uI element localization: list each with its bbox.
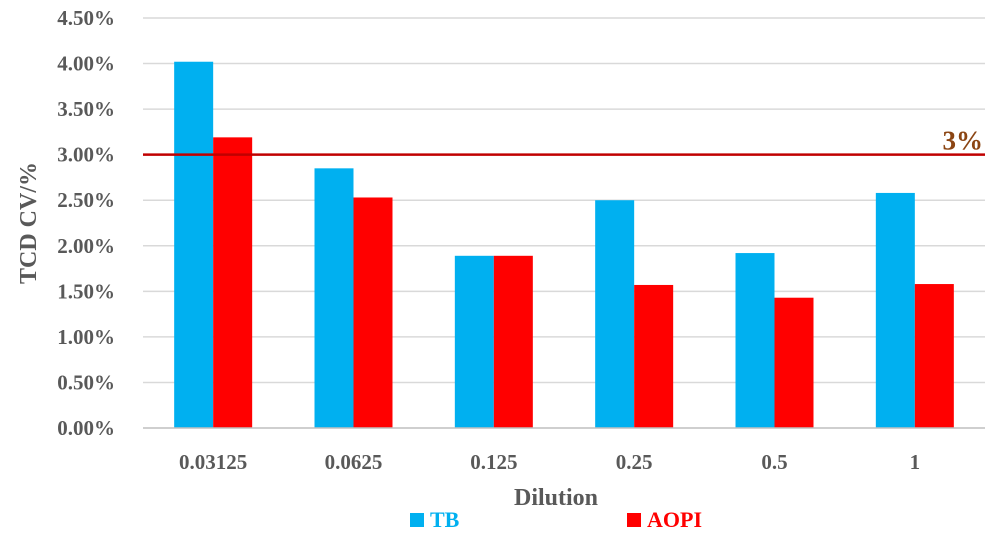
bar-aopi-0.5 bbox=[774, 297, 814, 428]
x-tick-label: 1 bbox=[910, 450, 921, 474]
y-tick-labels: 0.00% 0.50% 1.00% 1.50% 2.00% 2.50% 3.00% 3.50%… bbox=[57, 6, 115, 440]
x-tick-label: 0.125 bbox=[470, 450, 517, 474]
x-tick-label: 0.5 bbox=[761, 450, 787, 474]
bar-tb-0.03125 bbox=[174, 61, 214, 428]
bar-tb-0.125 bbox=[454, 255, 494, 428]
y-tick-label: 4.50% bbox=[57, 6, 115, 30]
legend-label-aopi: AOPI bbox=[647, 507, 702, 532]
y-tick-label: 3.00% bbox=[57, 143, 115, 167]
x-tick-label: 0.03125 bbox=[179, 450, 247, 474]
bar-tb-0.5 bbox=[735, 253, 775, 428]
y-tick-label: 1.50% bbox=[57, 279, 115, 303]
gridlines bbox=[143, 17, 985, 384]
reference-line-label: 3% bbox=[943, 126, 984, 156]
bars bbox=[174, 61, 954, 429]
y-tick-label: 4.00% bbox=[57, 52, 115, 76]
x-tick-labels: 0.03125 0.0625 0.125 0.25 0.5 1 bbox=[179, 450, 920, 474]
bar-aopi-0.03125 bbox=[213, 137, 253, 428]
bar-tb-1 bbox=[875, 192, 915, 428]
x-tick-label: 0.0625 bbox=[325, 450, 383, 474]
y-tick-label: 0.00% bbox=[57, 416, 115, 440]
bar-aopi-0.0625 bbox=[353, 197, 393, 428]
y-tick-label: 2.00% bbox=[57, 234, 115, 258]
bar-aopi-0.125 bbox=[493, 255, 533, 428]
bar-tb-0.0625 bbox=[314, 168, 354, 429]
legend-swatch-aopi bbox=[627, 513, 641, 527]
legend-label-tb: TB bbox=[430, 507, 460, 532]
y-tick-label: 2.50% bbox=[57, 188, 115, 212]
legend-swatch-tb bbox=[410, 513, 424, 527]
y-axis-label: TCD CV/% bbox=[16, 162, 42, 284]
x-tick-label: 0.25 bbox=[616, 450, 653, 474]
bar-aopi-1 bbox=[914, 284, 954, 428]
x-axis-label: Dilution bbox=[514, 485, 598, 511]
y-tick-label: 3.50% bbox=[57, 97, 115, 121]
bar-tb-0.25 bbox=[595, 200, 635, 428]
bar-aopi-0.25 bbox=[634, 284, 674, 428]
y-tick-label: 1.00% bbox=[57, 325, 115, 349]
y-tick-label: 0.50% bbox=[57, 370, 115, 394]
legend: TB AOPI bbox=[410, 507, 702, 532]
